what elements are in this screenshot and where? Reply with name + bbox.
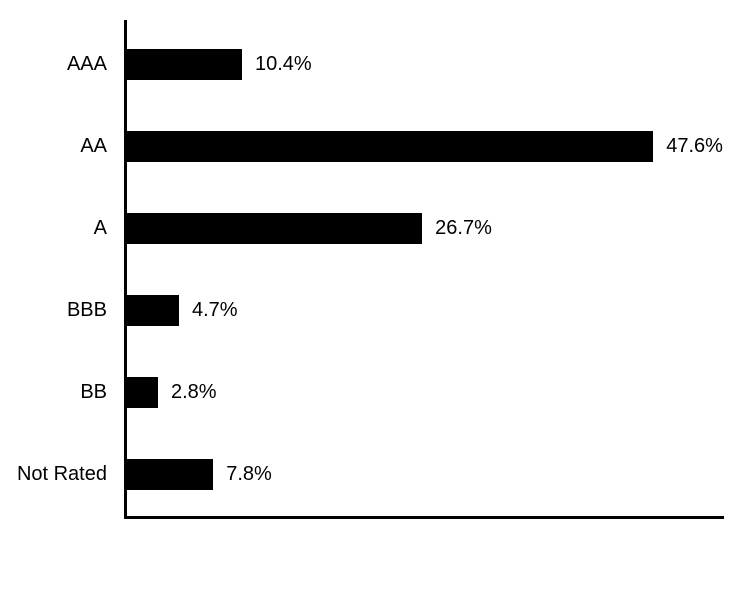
value-label: 4.7% xyxy=(191,299,238,321)
value-label: 7.8% xyxy=(226,463,272,485)
category-label: AA xyxy=(80,135,107,157)
bar xyxy=(127,213,423,244)
bar xyxy=(127,49,242,80)
bar-row: AAA 10.4% xyxy=(67,49,724,80)
value-label: 2.8% xyxy=(170,381,217,403)
bar xyxy=(127,377,158,408)
bar xyxy=(127,131,654,162)
bar-row: BBB 4.7% xyxy=(67,295,724,326)
category-label: BB xyxy=(80,381,107,403)
category-label: A xyxy=(93,217,107,239)
value-label: 26.7% xyxy=(435,217,492,239)
bar xyxy=(127,459,214,490)
value-label: 47.6% xyxy=(666,135,723,157)
plot-area: AAA 10.4% AA 47.6% A 26.7% BBB 4.7% BB 2.8% Not Ra… xyxy=(17,20,724,519)
category-label: BBB xyxy=(66,299,107,321)
bar-row: Not Rated 7.8% xyxy=(17,459,724,490)
category-label: AAA xyxy=(66,53,107,75)
bar-row: AA 47.6% xyxy=(80,131,724,162)
bar xyxy=(127,295,179,326)
category-label: Not Rated xyxy=(16,463,107,485)
value-label: 10.4% xyxy=(254,53,312,75)
bar-row: BB 2.8% xyxy=(80,377,724,408)
bar-row: A 26.7% xyxy=(94,213,724,244)
